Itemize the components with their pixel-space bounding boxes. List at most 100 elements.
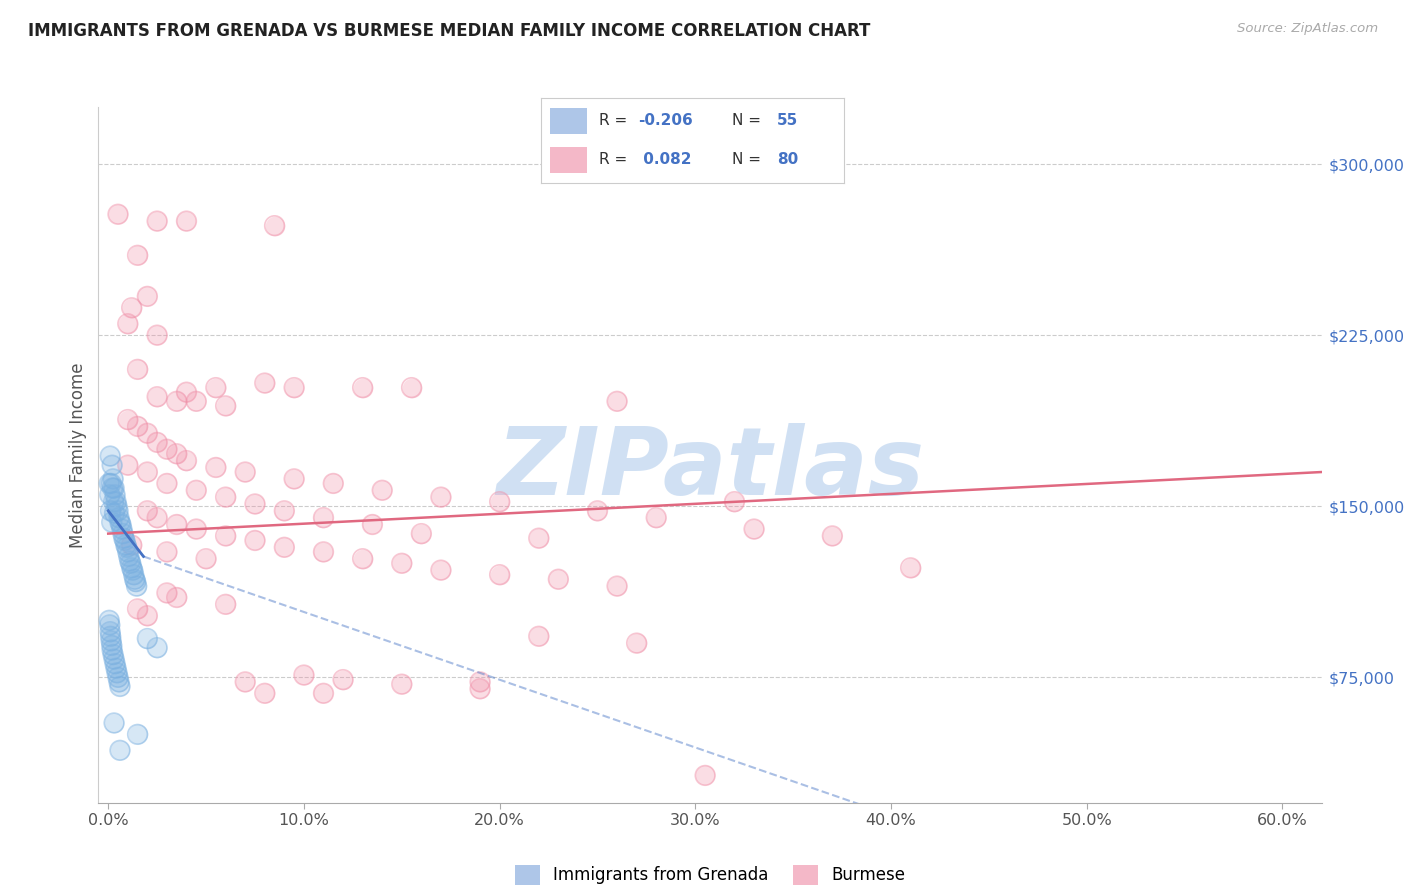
Point (120, 556, 142, 570)
Point (156, 586, 179, 600)
Point (107, 670, 129, 684)
Point (430, 563, 453, 577)
Point (723, 494, 745, 508)
Point (124, 574, 146, 589)
Point (195, 551, 218, 566)
Point (105, 494, 128, 508)
Point (136, 426, 159, 441)
Point (186, 394, 208, 409)
Point (98, 476, 121, 491)
Point (101, 648, 124, 662)
Point (723, 494, 745, 508)
Point (117, 412, 139, 426)
Point (156, 545, 179, 559)
Point (742, 522, 765, 536)
Point (401, 381, 423, 395)
Point (146, 640, 169, 655)
Point (98, 613, 121, 627)
Point (101, 472, 124, 486)
Point (98, 476, 121, 491)
Point (121, 561, 143, 575)
Point (146, 390, 169, 404)
Point (112, 531, 135, 545)
Point (166, 517, 188, 532)
Point (176, 453, 198, 467)
Point (105, 500, 128, 514)
Point (361, 517, 384, 532)
Point (103, 715, 125, 730)
Point (101, 643, 124, 657)
Point (105, 500, 128, 514)
Point (312, 545, 335, 559)
Point (105, 661, 128, 675)
Point (352, 381, 374, 395)
Point (98, 624, 121, 639)
Point (586, 504, 609, 518)
Point (125, 579, 148, 593)
Point (322, 476, 344, 491)
Point (156, 586, 179, 600)
Point (322, 476, 344, 491)
Point (103, 715, 125, 730)
Point (121, 563, 143, 577)
Point (105, 665, 128, 680)
Point (695, 768, 717, 782)
Point (107, 207, 129, 221)
Point (468, 674, 491, 689)
Point (100, 633, 122, 648)
Point (821, 529, 844, 543)
Point (361, 517, 384, 532)
Point (606, 394, 628, 409)
Point (98, 449, 121, 463)
Point (98, 488, 121, 502)
Point (100, 476, 122, 491)
Point (205, 460, 228, 475)
Point (108, 743, 131, 757)
Point (352, 381, 374, 395)
Point (146, 640, 169, 655)
Point (117, 317, 139, 331)
Point (117, 317, 139, 331)
Point (98, 488, 121, 502)
Point (205, 381, 228, 395)
Point (214, 399, 236, 413)
Point (253, 686, 276, 700)
Point (527, 629, 550, 643)
Point (586, 504, 609, 518)
Point (401, 381, 423, 395)
Point (488, 494, 510, 508)
Point (166, 591, 188, 605)
Point (146, 510, 169, 524)
Point (98, 618, 121, 632)
Point (186, 394, 208, 409)
Point (125, 579, 148, 593)
Point (371, 483, 394, 498)
Text: -0.206: -0.206 (638, 113, 693, 128)
Point (122, 567, 145, 582)
Point (488, 567, 510, 582)
Point (233, 465, 256, 479)
Point (146, 435, 169, 450)
Point (108, 510, 131, 524)
Point (100, 639, 122, 653)
Point (108, 674, 131, 689)
Point (156, 476, 179, 491)
Point (283, 381, 305, 395)
Point (695, 768, 717, 782)
Point (100, 629, 122, 643)
Point (101, 458, 124, 473)
Point (146, 510, 169, 524)
Point (98, 624, 121, 639)
Point (176, 453, 198, 467)
Point (146, 328, 169, 343)
Point (273, 541, 295, 555)
Point (186, 483, 208, 498)
Point (243, 533, 266, 548)
Point (146, 328, 169, 343)
Point (283, 472, 305, 486)
Bar (550, 108, 586, 134)
Point (900, 561, 922, 575)
Text: 80: 80 (778, 153, 799, 168)
Text: R =: R = (599, 113, 631, 128)
Point (283, 472, 305, 486)
